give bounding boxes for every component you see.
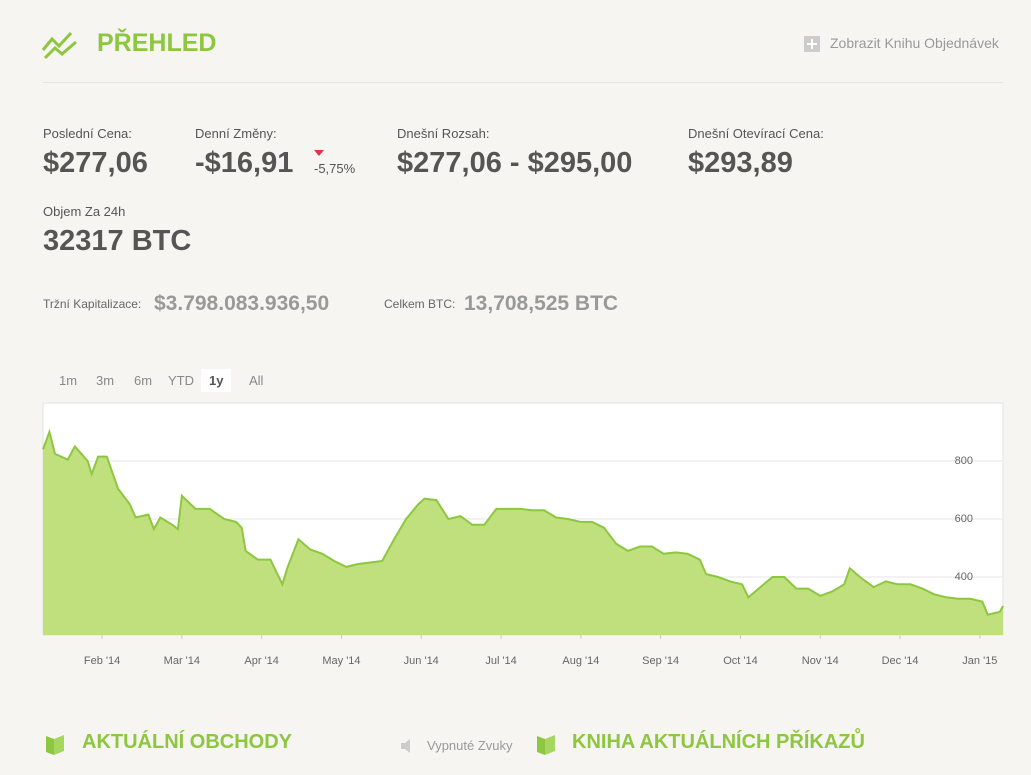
x-tick-label: Nov '14 xyxy=(802,655,839,667)
range-button[interactable]: 1m xyxy=(59,373,78,388)
y-tick-label: 800 xyxy=(955,455,973,467)
stat-label: Objem Za 24h xyxy=(43,204,126,219)
y-tick-label: 600 xyxy=(955,513,973,525)
stat-label: Dnešní Otevírací Cena: xyxy=(688,126,824,141)
sound-toggle[interactable]: Vypnuté Zvuky xyxy=(400,737,520,755)
x-tick-label: Jun '14 xyxy=(404,655,439,667)
x-tick-label: Aug '14 xyxy=(562,655,599,667)
summary-value: 13,708,525 BTC xyxy=(464,292,619,315)
x-tick-label: May '14 xyxy=(322,655,360,667)
price-line xyxy=(42,428,1004,616)
section-title: AKTUÁLNÍ OBCHODY xyxy=(82,731,292,753)
summary-label: Celkem BTC: xyxy=(384,297,456,311)
x-tick-label: Oct '14 xyxy=(723,655,758,667)
range-button[interactable]: 6m xyxy=(134,373,153,388)
summary-label: Tržní Kapitalizace: xyxy=(43,297,142,311)
stat-label: Dnešní Rozsah: xyxy=(397,126,490,141)
range-button[interactable]: YTD xyxy=(168,373,194,388)
x-tick-label: Sep '14 xyxy=(642,655,679,667)
page-title: PŘEHLED xyxy=(97,29,217,57)
stat-value: $277,06 - $295,00 xyxy=(397,147,633,179)
x-tick-label: Mar '14 xyxy=(164,655,200,667)
range-button[interactable]: 3m xyxy=(96,373,115,388)
x-tick-label: Feb '14 xyxy=(84,655,120,667)
down-arrow xyxy=(314,150,324,156)
stat-value: -$16,91 xyxy=(195,147,294,179)
book-icon xyxy=(46,735,64,755)
stat-value: $293,89 xyxy=(688,147,793,179)
stat-label: Poslední Cena: xyxy=(43,126,132,141)
range-button[interactable]: All xyxy=(249,373,264,388)
x-tick-label: Jul '14 xyxy=(485,655,516,667)
plus-icon xyxy=(804,36,820,52)
stat-value: 32317 BTC xyxy=(43,225,192,257)
book-icon xyxy=(537,735,555,755)
section-title: KNIHA AKTUÁLNÍCH PŘÍKAZŮ xyxy=(572,731,865,753)
overview-icon xyxy=(41,31,77,60)
sound-label: Vypnuté Zvuky xyxy=(427,738,513,753)
stat-change: -5,75% xyxy=(314,161,356,176)
range-button[interactable]: 1y xyxy=(201,369,232,392)
speaker-icon xyxy=(401,739,410,753)
stat-value: $277,06 xyxy=(43,147,148,179)
y-tick-label: 400 xyxy=(955,571,973,583)
x-tick-label: Dec '14 xyxy=(882,655,919,667)
divider xyxy=(43,82,1003,83)
order-book-link[interactable]: Zobrazit Knihu Objednávek xyxy=(804,35,1004,53)
price-chart: 400 600 800 Feb '14 Mar '14 Apr '14 May '14 Jun… xyxy=(42,402,1004,667)
x-tick-label: Apr '14 xyxy=(244,655,279,667)
x-tick-label: Jan '15 xyxy=(962,655,997,667)
link-text: Zobrazit Knihu Objednávek xyxy=(830,35,999,51)
stat-label: Denní Změny: xyxy=(195,126,277,141)
summary-value: $3.798.083.936,50 xyxy=(154,292,330,315)
